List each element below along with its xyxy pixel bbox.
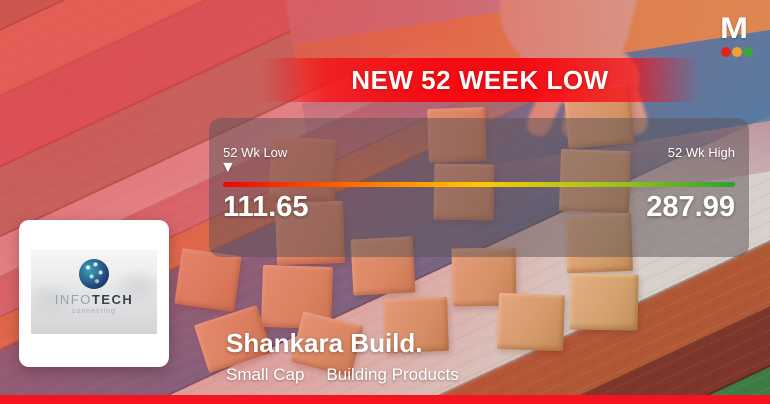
low-marker-icon: ▼ bbox=[220, 159, 236, 176]
footer-bar bbox=[0, 395, 770, 404]
headline-banner: NEW 52 WEEK LOW bbox=[260, 58, 700, 102]
company-meta: Small Cap Building Products bbox=[226, 365, 459, 385]
company-logo-image: INFOTECH connecting bbox=[31, 250, 157, 334]
headline-text: NEW 52 WEEK LOW bbox=[351, 64, 609, 95]
low-value: 111.65 bbox=[223, 191, 309, 223]
company-name: Shankara Build. bbox=[226, 328, 423, 358]
wooden-block bbox=[174, 248, 242, 312]
brand-dots bbox=[721, 47, 760, 57]
sector-label: Building Products bbox=[326, 365, 459, 384]
wooden-block bbox=[569, 273, 639, 331]
infotech-wordmark-tech: TECH bbox=[91, 292, 134, 307]
brand-logo: M bbox=[720, 14, 760, 57]
company-logo-card: INFOTECH connecting bbox=[19, 220, 169, 367]
range-panel: 52 Wk Low 52 Wk High ▼ 111.65 287.99 bbox=[209, 118, 749, 257]
infotech-globe-icon bbox=[79, 259, 109, 289]
brand-m-letter: M bbox=[720, 12, 748, 45]
market-cap-label: Small Cap bbox=[226, 365, 305, 384]
brand-dot-orange bbox=[732, 47, 742, 57]
infotech-wordmark-info: INFO bbox=[54, 292, 92, 307]
high-value: 287.99 bbox=[646, 191, 735, 223]
infotech-tagline: connecting bbox=[72, 308, 116, 316]
low-label: 52 Wk Low bbox=[223, 145, 288, 160]
range-bar bbox=[223, 182, 735, 187]
brand-dot-green bbox=[743, 47, 753, 57]
wooden-block bbox=[497, 292, 565, 352]
infotech-wordmark: INFOTECH bbox=[54, 292, 134, 307]
brand-dot-red bbox=[721, 47, 731, 57]
high-label: 52 Wk High bbox=[667, 145, 735, 160]
